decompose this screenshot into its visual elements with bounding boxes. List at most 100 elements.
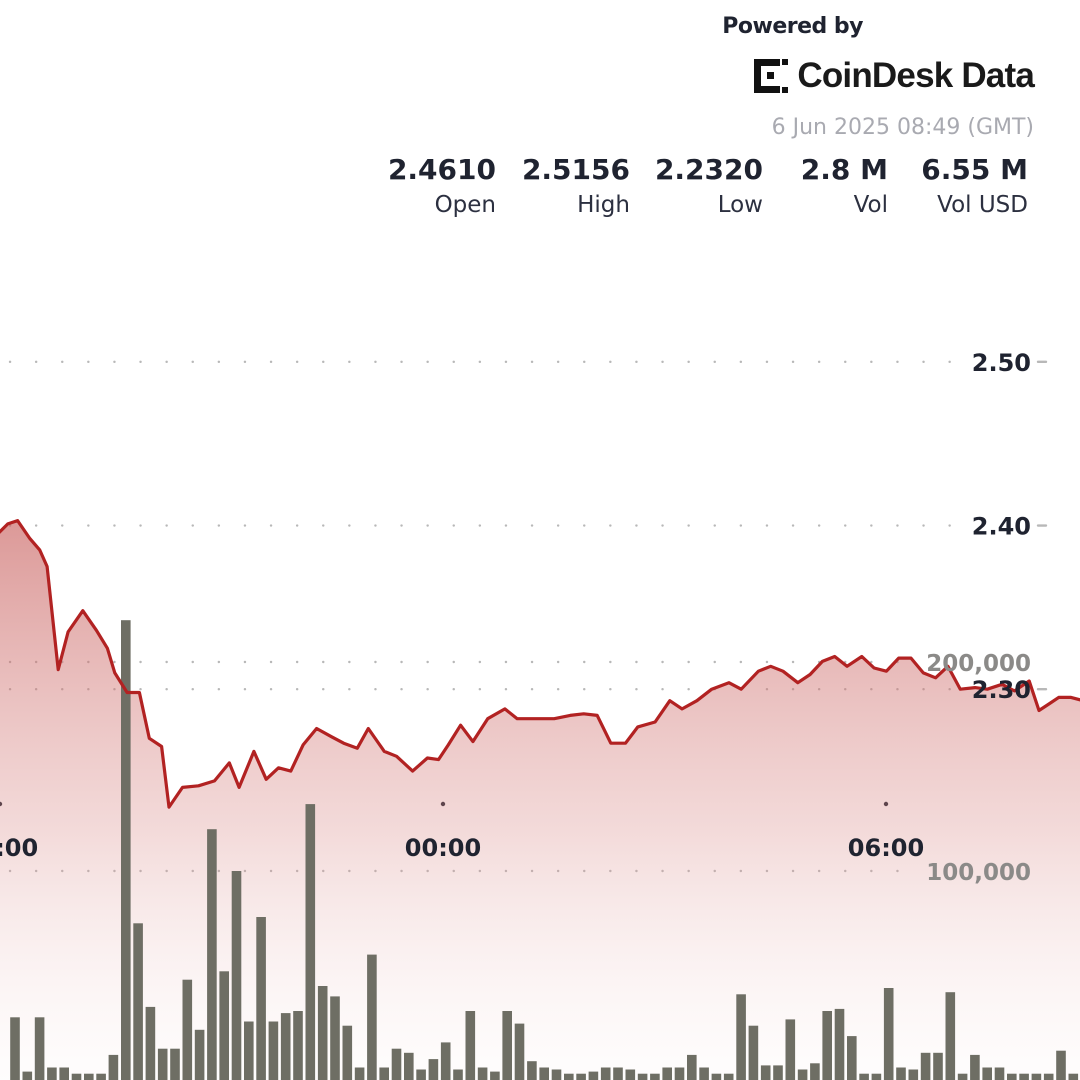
volume-bar [280, 1013, 291, 1080]
volume-bar [121, 620, 131, 1080]
stat-open: 2.4610 Open [388, 152, 496, 222]
volume-bar [59, 1067, 69, 1080]
stat-open-value: 2.4610 [387, 153, 496, 186]
volume-bar [810, 1063, 820, 1080]
coindesk-logo-icon [754, 59, 789, 93]
volume-bar [514, 1023, 525, 1080]
volume-bar [797, 1069, 808, 1080]
time-tick-label: 06:00 [848, 834, 924, 862]
timestamp: 6 Jun 2025 08:49 (GMT) [771, 115, 1034, 140]
volume-bar [490, 1071, 500, 1080]
volume-bar [317, 986, 328, 1080]
stat-high-label: High [577, 192, 630, 218]
volume-bar [84, 1073, 94, 1080]
volume-bar [305, 804, 316, 1080]
volume-bar [1007, 1073, 1017, 1080]
volume-bar [785, 1019, 796, 1080]
volume-tick-label: 200,000 [926, 651, 1031, 677]
stats-header: Powered by CoinDesk Data 6 Jun 2025 08:4… [0, 0, 1080, 240]
volume-bar [477, 1067, 488, 1080]
stat-low-value: 2.2320 [654, 153, 763, 186]
volume-bar [440, 1042, 451, 1080]
volume-bar [994, 1067, 1005, 1080]
volume-bar [625, 1069, 636, 1080]
volume-bar [1068, 1073, 1079, 1080]
stat-vol-label: Vol [853, 192, 888, 218]
volume-bar [859, 1073, 869, 1080]
stat-low: 2.2320 Low [655, 152, 763, 222]
volume-bar [194, 1029, 205, 1080]
volume-bar [1043, 1073, 1054, 1080]
volume-bar [600, 1067, 611, 1080]
volume-bar [613, 1067, 623, 1080]
stat-vol-value: 2.8 M [800, 153, 888, 186]
volume-bar [933, 1052, 943, 1080]
volume-bar [723, 1073, 734, 1080]
volume-bar [1056, 1050, 1066, 1080]
volume-bar [896, 1067, 906, 1080]
volume-bar [133, 923, 143, 1080]
time-tick-label: 18:00 [0, 834, 38, 862]
volume-bar [650, 1073, 660, 1080]
volume-bar [982, 1067, 992, 1080]
volume-bar [108, 1054, 119, 1080]
stat-high-value: 2.5156 [521, 153, 630, 186]
volume-bar [502, 1011, 512, 1080]
volume-bar [564, 1073, 574, 1080]
volume-bar [773, 1065, 783, 1080]
volume-bar [687, 1054, 697, 1080]
volume-bar [662, 1067, 672, 1080]
volume-bar [1031, 1073, 1042, 1080]
volume-bar [822, 1011, 832, 1080]
price-tick-label: 2.50 [972, 349, 1031, 377]
volume-bar [637, 1073, 648, 1080]
price-tick-label: 2.30 [972, 676, 1031, 704]
volume-bar [330, 996, 340, 1080]
powered-by-label: Powered by [722, 14, 863, 39]
volume-bar [293, 1011, 303, 1080]
volume-bar [96, 1073, 106, 1080]
volume-bar [34, 1017, 45, 1080]
stat-vol-usd-value: 6.55 M [921, 153, 1028, 186]
volume-bar [22, 1071, 33, 1080]
time-tick-label: 00:00 [405, 834, 481, 862]
volume-bar [711, 1073, 722, 1080]
volume-bar [170, 1048, 180, 1080]
volume-bar [71, 1073, 82, 1080]
volume-bar [244, 1021, 254, 1080]
volume-bar [847, 1036, 857, 1080]
price-tick-label: 2.40 [972, 513, 1031, 541]
price-area-fill [0, 520, 1080, 1080]
volume-bar [908, 1069, 919, 1080]
stat-vol: 2.8 M Vol [801, 152, 888, 222]
volume-bar [157, 1048, 168, 1080]
volume-bar [256, 917, 266, 1080]
volume-bar [268, 1021, 279, 1080]
brand-name: CoinDesk Data [797, 56, 1034, 95]
volume-bar [539, 1067, 549, 1080]
volume-bar [416, 1069, 426, 1080]
volume-bar [527, 1061, 537, 1080]
stat-low-label: Low [717, 192, 763, 218]
volume-bar [699, 1067, 709, 1080]
volume-bar [231, 871, 242, 1080]
volume-bar [453, 1069, 463, 1080]
volume-bar [219, 971, 229, 1080]
volume-bar [551, 1069, 562, 1080]
volume-bar [760, 1065, 771, 1080]
volume-bar [391, 1048, 402, 1080]
volume-bar [342, 1025, 353, 1080]
volume-bar [588, 1071, 599, 1080]
volume-bar [379, 1067, 389, 1080]
volume-bar [674, 1067, 685, 1080]
volume-bar [945, 992, 956, 1080]
volume-bar [920, 1052, 931, 1080]
volume-bar [576, 1073, 586, 1080]
stat-open-label: Open [434, 192, 496, 218]
volume-bar [1019, 1073, 1029, 1080]
price-line [0, 519, 1080, 809]
volume-bar [871, 1073, 882, 1080]
stat-vol-usd: 6.55 M Vol USD [921, 152, 1028, 222]
volume-bar [748, 1025, 759, 1080]
